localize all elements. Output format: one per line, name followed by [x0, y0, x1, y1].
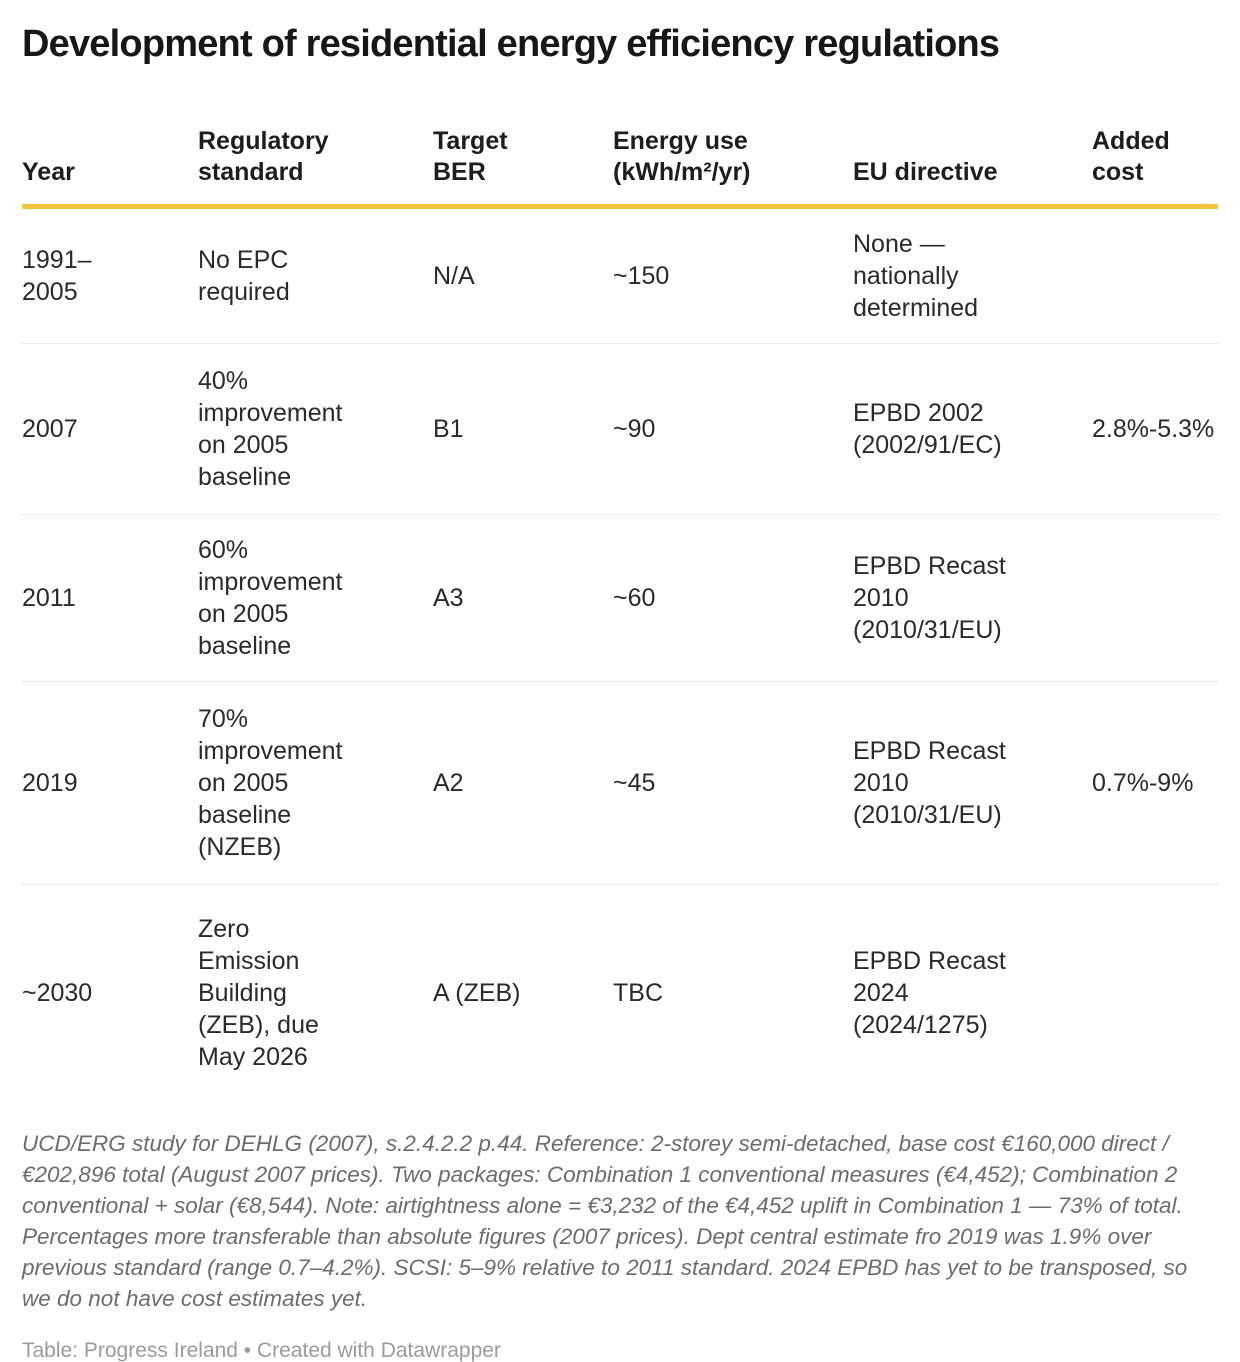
- page-title: Development of residential energy effici…: [22, 23, 1000, 65]
- table-row: ~2030 Zero Emission Building (ZEB), due …: [22, 883, 1218, 1103]
- column-header-added-cost: Added cost: [1092, 125, 1218, 209]
- cell-added-cost: [1092, 513, 1218, 682]
- table-row: 2019 70% improvement on 2005 baseline (N…: [22, 680, 1218, 885]
- footnote-text: UCD/ERG study for DEHLG (2007), s.2.4.2.…: [22, 1131, 1188, 1312]
- cell-eu-directive: EPBD Recast 2010 (2010/31/EU): [853, 513, 1092, 682]
- cell-target-ber: N/A: [433, 261, 475, 290]
- cell-eu-directive: EPBD 2002 (2002/91/EC): [853, 342, 1092, 515]
- column-header-year: Year: [22, 125, 198, 209]
- table-row: 1991– 2005 No EPC required N/A ~150 None…: [22, 206, 1218, 343]
- cell-year: 2007: [22, 342, 198, 515]
- cell-eu-directive: EPBD Recast 2010 (2010/31/EU): [853, 680, 1092, 885]
- cell-regulatory-standard: Zero Emission Building (ZEB), due May 20…: [198, 883, 433, 1103]
- cell-energy-use: TBC: [613, 883, 853, 1103]
- cell-energy-use: ~90: [613, 342, 853, 515]
- cell-added-cost: [1092, 206, 1218, 343]
- cell-year: 2019: [22, 680, 198, 885]
- cell-regulatory-standard: 60% improvement on 2005 baseline: [198, 513, 433, 682]
- cell-eu-directive: EPBD Recast 2024 (2024/1275): [853, 883, 1092, 1103]
- cell-target-ber: B1: [433, 342, 613, 515]
- cell-energy-use: ~45: [613, 680, 853, 885]
- cell-added-cost: 2.8%-5.3%: [1092, 342, 1218, 515]
- column-header-eu-directive: EU directive: [853, 125, 1092, 209]
- cell-regulatory-standard: 70% improvement on 2005 baseline (NZEB): [198, 680, 433, 885]
- table-header-row: Year Regulatory standard Target BER Ener…: [22, 125, 1218, 209]
- source-attribution: Table: Progress Ireland • Created with D…: [22, 1338, 501, 1362]
- column-header-regulatory-standard: Regulatory standard: [198, 125, 433, 209]
- cell-energy-use: ~60: [613, 513, 853, 682]
- cell-target-ber: A3: [433, 513, 613, 682]
- cell-target-ber: A (ZEB): [433, 883, 613, 1103]
- cell-added-cost: [1092, 883, 1218, 1103]
- cell-year: ~2030: [22, 883, 198, 1103]
- table-row: 2007 40% improvement on 2005 baseline B1…: [22, 342, 1218, 515]
- cell-energy-use: ~150: [613, 261, 670, 290]
- column-header-energy-use: Energy use (kWh/m²/yr): [613, 125, 853, 209]
- column-header-target-ber: Target BER: [433, 125, 613, 209]
- cell-year: 1991– 2005: [22, 245, 92, 306]
- energy-regulations-table: Year Regulatory standard Target BER Ener…: [22, 125, 1218, 1103]
- cell-regulatory-standard: No EPC required: [198, 245, 290, 306]
- cell-added-cost: 0.7%-9%: [1092, 680, 1218, 885]
- table-row: 2011 60% improvement on 2005 baseline A3…: [22, 513, 1218, 682]
- cell-target-ber: A2: [433, 680, 613, 885]
- cell-regulatory-standard: 40% improvement on 2005 baseline: [198, 342, 433, 515]
- cell-eu-directive: None — nationally determined: [853, 229, 979, 322]
- cell-year: 2011: [22, 513, 198, 682]
